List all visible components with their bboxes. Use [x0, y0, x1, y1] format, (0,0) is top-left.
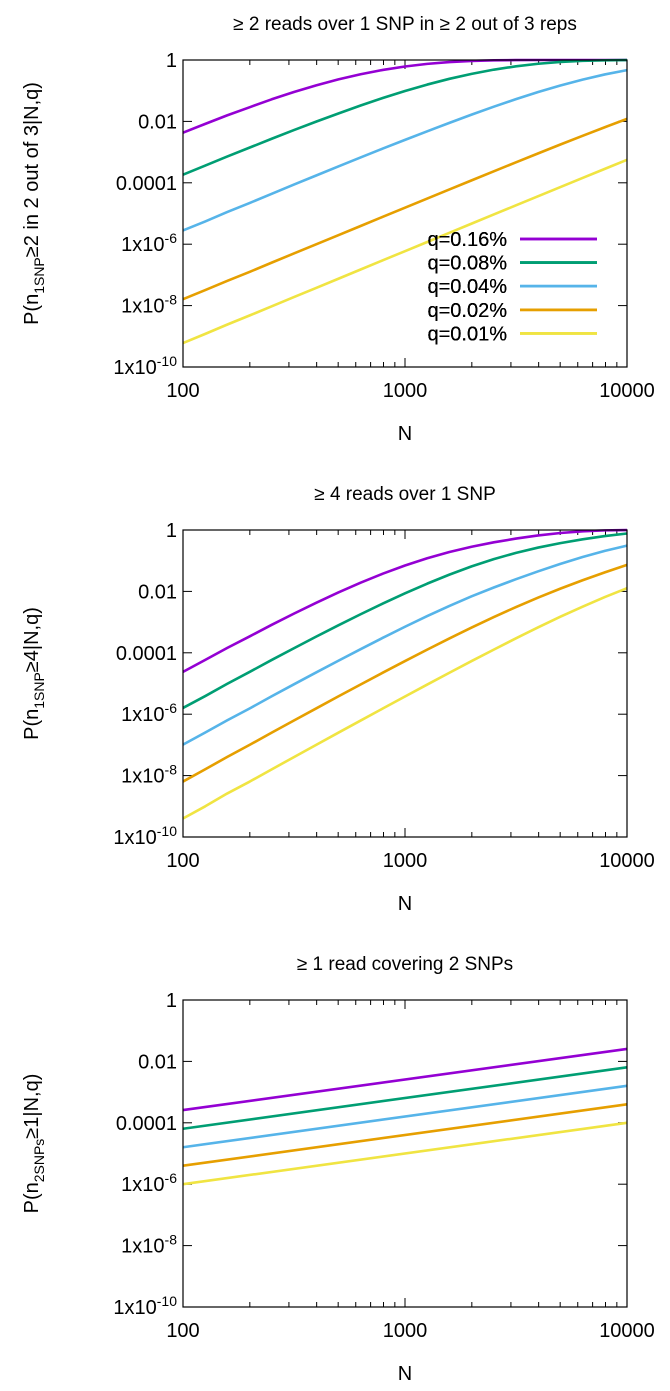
x-tick-label: 10000	[599, 850, 655, 872]
y-axis-label: P(n1SNP≥4|N,q)	[21, 607, 47, 740]
chart-panel-2: ≥ 4 reads over 1 SNP 100 1000 10000 1 0.01 0.0…	[21, 229, 655, 915]
legend-label: q=0.04%	[427, 276, 507, 298]
legend-label: q=0.02%	[427, 300, 507, 322]
y-tick-label: 1	[166, 50, 177, 72]
y-axis-label-rest: ≥1|N,q)	[21, 1074, 43, 1139]
legend-label: q=0.08%	[427, 253, 507, 275]
legend-label: q=0.04%	[427, 276, 507, 298]
legend-label: q=0.16%	[427, 229, 507, 251]
series-line	[182, 117, 628, 301]
series-line	[182, 1066, 628, 1131]
y-axis-label-subscript: 1SNP	[31, 257, 47, 294]
legend-label: q=0.08%	[427, 253, 507, 275]
y-axis-label-subscript: 2SNPs	[31, 1139, 47, 1183]
y-tick-label: 1x10-6	[121, 1170, 177, 1196]
y-tick-label: 1x10-6	[121, 230, 177, 256]
y-tick-label: 1x10-8	[121, 1232, 177, 1258]
plot-frame	[182, 59, 628, 368]
y-tick-exponent: -8	[165, 1232, 178, 1248]
y-tick-exponent: -8	[165, 292, 178, 308]
x-tick-label: 10000	[599, 1320, 655, 1342]
legend-label: q=0.16%	[427, 229, 507, 251]
y-tick-label: 1x10-8	[121, 762, 177, 788]
y-axis-label: P(n1SNP≥2 in 2 out of 3|N,q)	[21, 82, 47, 325]
series-line	[182, 158, 628, 345]
y-tick-label: 0.0001	[116, 173, 177, 195]
y-tick-exponent: -10	[157, 353, 177, 369]
legend-label: q=0.02%	[427, 300, 507, 322]
y-tick-label: 1	[166, 990, 177, 1012]
plot-frame	[182, 529, 628, 838]
chart-title: ≥ 1 read covering 2 SNPs	[297, 954, 513, 975]
x-tick-label: 100	[166, 380, 199, 402]
y-tick-exponent: -8	[165, 762, 178, 778]
y-tick-label: 1x10-10	[113, 1293, 177, 1319]
y-tick-label: 1x10-10	[113, 823, 177, 849]
x-tick-label: 1000	[383, 850, 428, 872]
chart-panel-3: ≥ 1 read covering 2 SNPs 100 1000 10000 1 0.0…	[21, 229, 655, 1385]
series-line	[182, 544, 628, 746]
y-tick-exponent: -6	[165, 1170, 178, 1186]
series-line	[182, 1121, 628, 1186]
y-tick-exponent: -10	[157, 823, 177, 839]
x-axis-label: N	[398, 893, 412, 915]
series-line	[182, 587, 628, 820]
y-tick-label: 0.0001	[116, 1113, 177, 1135]
series-line	[182, 58, 628, 176]
chart-title: ≥ 4 reads over 1 SNP	[314, 484, 496, 505]
y-tick-label: 0.01	[138, 581, 177, 603]
x-axis-label: N	[398, 1363, 412, 1385]
series-line	[182, 1047, 628, 1112]
series-line	[182, 532, 628, 710]
y-tick-exponent: -6	[165, 230, 178, 246]
y-tick-label: 1x10-8	[121, 292, 177, 318]
legend-label: q=0.01%	[427, 323, 507, 345]
legend-label: q=0.16%	[427, 229, 507, 251]
plot-frame	[182, 999, 628, 1308]
y-axis-label: P(n2SNPs≥1|N,q)	[21, 1074, 47, 1214]
legend-label: q=0.02%	[427, 300, 507, 322]
legend-label: q=0.01%	[427, 323, 507, 345]
y-axis-label-rest: ≥2 in 2 out of 3|N,q)	[21, 82, 43, 257]
x-tick-label: 1000	[383, 1320, 428, 1342]
series-line	[182, 68, 628, 232]
y-tick-label: 0.0001	[116, 643, 177, 665]
series-line	[182, 528, 628, 674]
legend-label: q=0.04%	[427, 276, 507, 298]
y-tick-label: 1x10-6	[121, 700, 177, 726]
x-tick-label: 100	[166, 850, 199, 872]
y-tick-label: 0.01	[138, 1051, 177, 1073]
legend-label: q=0.08%	[427, 253, 507, 275]
x-axis-label: N	[398, 423, 412, 445]
y-axis-label-subscript: 1SNP	[31, 672, 47, 709]
chart-panel-1: ≥ 2 reads over 1 SNP in ≥ 2 out of 3 rep…	[21, 14, 655, 445]
y-tick-label: 0.01	[138, 111, 177, 133]
y-tick-label: 1	[166, 520, 177, 542]
y-tick-exponent: -6	[165, 700, 178, 716]
chart-title: ≥ 2 reads over 1 SNP in ≥ 2 out of 3 rep…	[233, 14, 577, 35]
series-line	[182, 1084, 628, 1149]
y-axis-label-rest: ≥4|N,q)	[21, 607, 43, 672]
series-line	[182, 58, 627, 134]
legend-label: q=0.01%	[427, 323, 507, 345]
x-tick-label: 100	[166, 1320, 199, 1342]
series-line	[182, 563, 628, 783]
series-line	[182, 1103, 628, 1168]
y-tick-exponent: -10	[157, 1293, 177, 1309]
y-tick-label: 1x10-10	[113, 353, 177, 379]
x-tick-label: 1000	[383, 380, 428, 402]
x-tick-label: 10000	[599, 380, 655, 402]
